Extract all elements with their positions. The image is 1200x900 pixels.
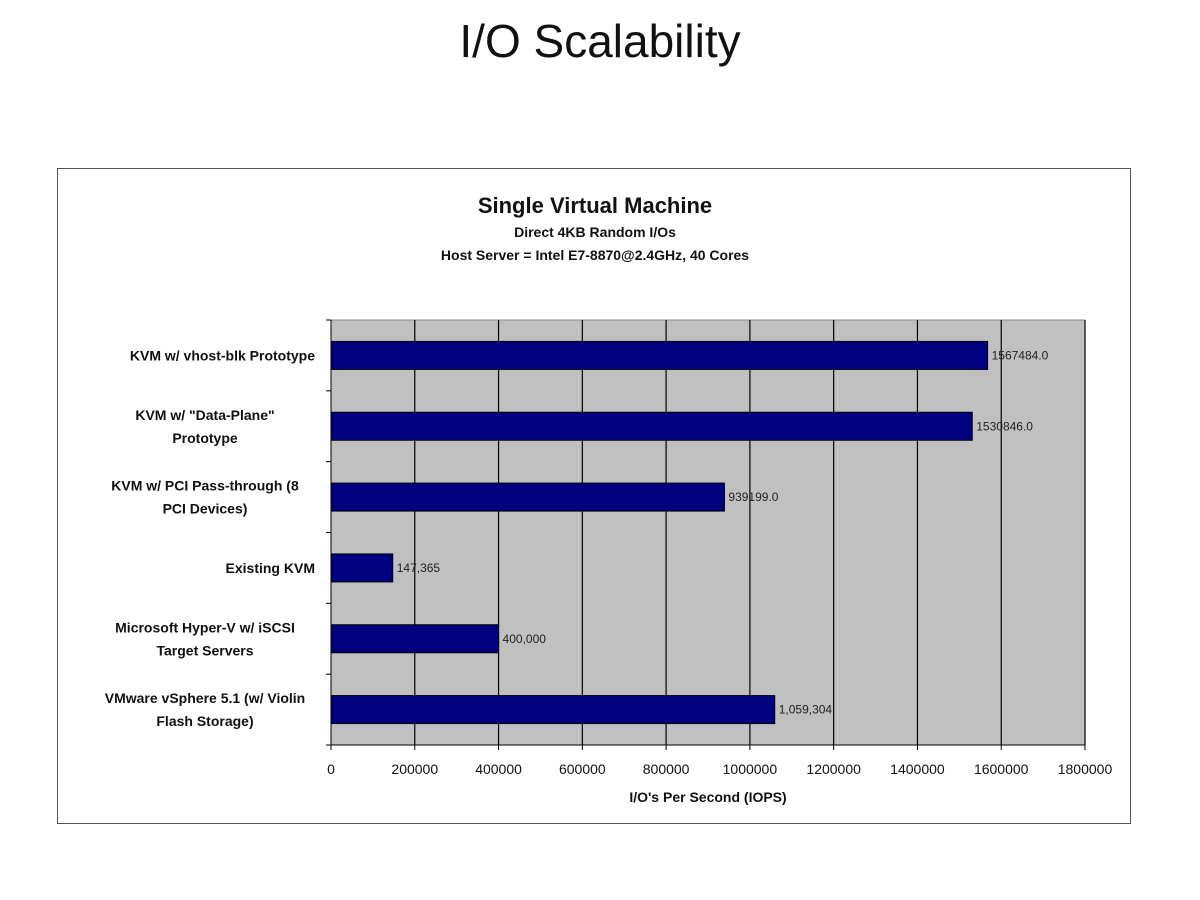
slide-title: I/O Scalability (459, 15, 741, 67)
category-label: Prototype (172, 430, 238, 446)
data-label: 1530846.0 (976, 419, 1033, 433)
chart-frame (57, 168, 1131, 824)
data-label: 400,000 (503, 632, 547, 646)
category-label: KVM w/ PCI Pass-through (8 (111, 478, 299, 494)
data-label: 1,059,304 (779, 703, 833, 717)
bar (330, 695, 776, 725)
x-tick-label: 1400000 (890, 761, 945, 777)
category-label: VMware vSphere 5.1 (w/ Violin (105, 690, 305, 706)
bar (330, 340, 989, 370)
category-label: KVM w/ "Data-Plane" (135, 407, 274, 423)
category-label: PCI Devices) (163, 501, 248, 517)
x-tick-label: 1000000 (723, 761, 778, 777)
chart-subtitle: Host Server = Intel E7-8870@2.4GHz, 40 C… (441, 247, 749, 263)
x-tick-label: 1800000 (1058, 761, 1113, 777)
x-tick-label: 1200000 (806, 761, 861, 777)
data-label: 939199.0 (728, 490, 778, 504)
data-label: 147,365 (397, 561, 441, 575)
plot-area (330, 319, 1086, 746)
bar (330, 482, 725, 512)
x-tick-label: 1600000 (974, 761, 1029, 777)
data-label: 1567484.0 (992, 348, 1049, 362)
x-axis-label: I/O's Per Second (IOPS) (629, 789, 786, 805)
x-tick-label: 600000 (559, 761, 606, 777)
x-tick-label: 400000 (475, 761, 522, 777)
bar (330, 411, 973, 441)
category-label: Microsoft Hyper-V w/ iSCSI (115, 619, 295, 635)
x-tick-label: 0 (327, 761, 335, 777)
category-label: Target Servers (156, 642, 253, 658)
category-label: Existing KVM (226, 560, 315, 576)
chart-subtitle: Direct 4KB Random I/Os (514, 224, 676, 240)
x-tick-label: 200000 (391, 761, 438, 777)
category-label: Flash Storage) (156, 713, 253, 729)
bar (330, 553, 394, 583)
category-label: KVM w/ vhost-blk Prototype (130, 347, 315, 363)
chart-title: Single Virtual Machine (478, 193, 712, 218)
bar (330, 624, 500, 654)
x-tick-label: 800000 (643, 761, 690, 777)
